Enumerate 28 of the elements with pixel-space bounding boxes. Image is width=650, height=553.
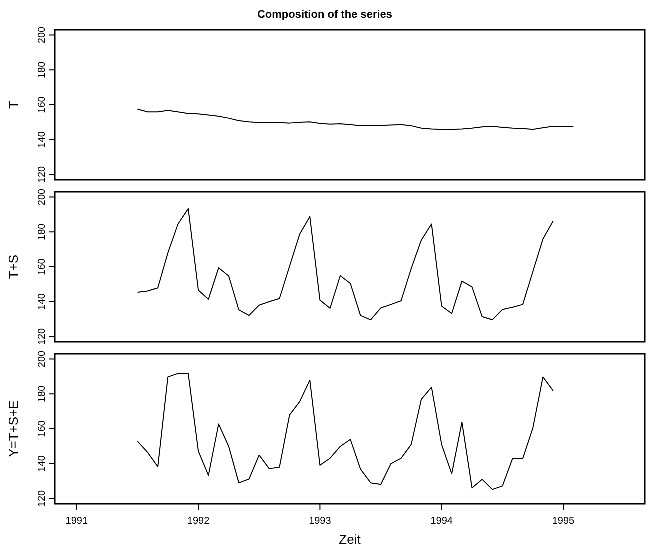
- y-tick-label: 180: [37, 223, 48, 240]
- x-tick-label: 1992: [187, 516, 210, 527]
- y-tick-label: 120: [37, 328, 48, 346]
- line-series: [137, 108, 574, 130]
- y-tick-label: 200: [37, 350, 48, 368]
- y-tick-label: 160: [37, 258, 48, 276]
- y-tick-label: 180: [37, 61, 48, 78]
- chart-title: Composition of the series: [257, 9, 393, 21]
- y-tick-label: 140: [37, 293, 48, 310]
- y-tick-label: 140: [37, 455, 48, 472]
- y-axis-title: T: [6, 100, 21, 109]
- y-tick-label: 140: [37, 131, 48, 148]
- x-axis-title: Zeit: [339, 532, 362, 547]
- y-tick-label: 120: [37, 490, 48, 508]
- y-tick-label: 180: [37, 385, 48, 402]
- y-axis-title: Y=T+S+E: [6, 400, 21, 458]
- y-axis-title: T+S: [6, 254, 21, 280]
- line-series: [137, 208, 554, 321]
- line-series: [137, 373, 554, 490]
- x-tick-label: 1994: [430, 516, 454, 527]
- y-tick-label: 120: [37, 166, 48, 184]
- x-tick-label: 1991: [66, 516, 88, 527]
- y-tick-label: 160: [37, 96, 48, 114]
- x-tick-label: 1993: [309, 516, 332, 527]
- y-tick-label: 200: [37, 26, 48, 44]
- x-tick-label: 1995: [552, 516, 576, 527]
- y-tick-label: 200: [37, 188, 48, 206]
- y-tick-label: 160: [37, 420, 48, 438]
